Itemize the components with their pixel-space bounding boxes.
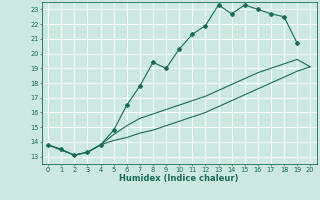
X-axis label: Humidex (Indice chaleur): Humidex (Indice chaleur) (119, 174, 239, 183)
